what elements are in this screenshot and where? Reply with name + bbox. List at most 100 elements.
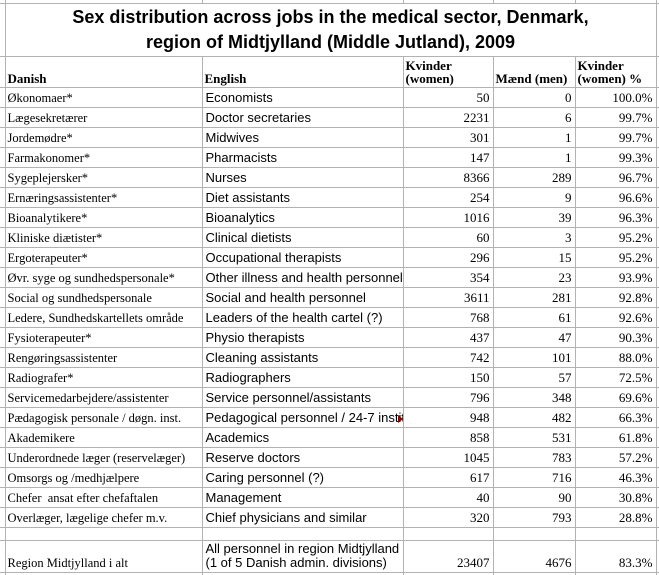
men-cell[interactable]: 3: [493, 228, 575, 248]
men-cell[interactable]: 90: [493, 488, 575, 508]
english-cell[interactable]: Service personnel/assistants: [202, 388, 403, 408]
english-cell[interactable]: Leaders of the health cartel (?): [202, 308, 403, 328]
danish-cell[interactable]: Farmakonomer*: [5, 148, 202, 168]
english-cell[interactable]: Academics: [202, 428, 403, 448]
women-pct-cell[interactable]: 90.3%: [575, 328, 656, 348]
column-header-danish[interactable]: Danish: [5, 57, 202, 88]
column-header-english[interactable]: English: [202, 57, 403, 88]
women-cell[interactable]: 320: [403, 508, 493, 528]
men-cell[interactable]: 0: [493, 88, 575, 108]
danish-cell[interactable]: Pædagogisk personale / døgn. inst.: [5, 408, 202, 428]
english-cell[interactable]: Cleaning assistants: [202, 348, 403, 368]
women-pct-cell[interactable]: 57.2%: [575, 448, 656, 468]
men-cell[interactable]: 1: [493, 128, 575, 148]
women-cell[interactable]: 1045: [403, 448, 493, 468]
women-cell[interactable]: 796: [403, 388, 493, 408]
women-cell[interactable]: 147: [403, 148, 493, 168]
english-cell[interactable]: Pedagogical personnel / 24-7 instit: [202, 408, 403, 428]
danish-cell[interactable]: Sygeplejersker*: [5, 168, 202, 188]
danish-cell[interactable]: Lægesekretærer: [5, 108, 202, 128]
english-cell[interactable]: Reserve doctors: [202, 448, 403, 468]
total-women-cell[interactable]: 23407: [403, 541, 493, 573]
women-pct-cell[interactable]: 99.3%: [575, 148, 656, 168]
women-cell[interactable]: 150: [403, 368, 493, 388]
english-cell[interactable]: Chief physicians and similar: [202, 508, 403, 528]
column-header-women-pct[interactable]: Kvinder (women) %: [575, 57, 656, 88]
women-pct-cell[interactable]: 99.7%: [575, 108, 656, 128]
english-cell[interactable]: Social and health personnel: [202, 288, 403, 308]
women-pct-cell[interactable]: 93.9%: [575, 268, 656, 288]
women-cell[interactable]: 296: [403, 248, 493, 268]
women-cell[interactable]: 40: [403, 488, 493, 508]
column-header-women[interactable]: Kvinder (women): [403, 57, 493, 88]
men-cell[interactable]: 348: [493, 388, 575, 408]
english-cell[interactable]: Physio therapists: [202, 328, 403, 348]
english-cell[interactable]: Bioanalytics: [202, 208, 403, 228]
column-header-men[interactable]: Mænd (men): [493, 57, 575, 88]
women-cell[interactable]: 3611: [403, 288, 493, 308]
danish-cell[interactable]: Jordemødre*: [5, 128, 202, 148]
women-cell[interactable]: 354: [403, 268, 493, 288]
women-pct-cell[interactable]: 96.7%: [575, 168, 656, 188]
english-cell[interactable]: Nurses: [202, 168, 403, 188]
danish-cell[interactable]: Ernæringsassistenter*: [5, 188, 202, 208]
women-cell[interactable]: 617: [403, 468, 493, 488]
danish-cell[interactable]: Servicemedarbejdere/assistenter: [5, 388, 202, 408]
women-pct-cell[interactable]: 72.5%: [575, 368, 656, 388]
women-pct-cell[interactable]: 61.8%: [575, 428, 656, 448]
english-cell[interactable]: Doctor secretaries: [202, 108, 403, 128]
women-cell[interactable]: 858: [403, 428, 493, 448]
danish-cell[interactable]: Rengøringsassistenter: [5, 348, 202, 368]
total-women-pct-cell[interactable]: 83.3%: [575, 541, 656, 573]
danish-cell[interactable]: Chefer ansat efter chefaftalen: [5, 488, 202, 508]
danish-cell[interactable]: Radiografer*: [5, 368, 202, 388]
danish-cell[interactable]: Underordnede læger (reservelæger): [5, 448, 202, 468]
women-pct-cell[interactable]: 46.3%: [575, 468, 656, 488]
empty-cell[interactable]: [575, 528, 656, 541]
women-cell[interactable]: 254: [403, 188, 493, 208]
danish-cell[interactable]: Øvr. syge og sundhedspersonale*: [5, 268, 202, 288]
women-pct-cell[interactable]: 100.0%: [575, 88, 656, 108]
english-cell[interactable]: Other illness and health personnel: [202, 268, 403, 288]
women-pct-cell[interactable]: 99.7%: [575, 128, 656, 148]
empty-cell[interactable]: [493, 528, 575, 541]
men-cell[interactable]: 47: [493, 328, 575, 348]
english-cell[interactable]: Pharmacists: [202, 148, 403, 168]
men-cell[interactable]: 39: [493, 208, 575, 228]
men-cell[interactable]: 6: [493, 108, 575, 128]
total-danish-cell[interactable]: Region Midtjylland i alt: [5, 541, 202, 573]
danish-cell[interactable]: Kliniske diætister*: [5, 228, 202, 248]
english-cell[interactable]: Economists: [202, 88, 403, 108]
men-cell[interactable]: 61: [493, 308, 575, 328]
men-cell[interactable]: 1: [493, 148, 575, 168]
danish-cell[interactable]: Ergoterapeuter*: [5, 248, 202, 268]
table-title[interactable]: Sex distribution across jobs in the medi…: [5, 4, 656, 57]
danish-cell[interactable]: Ledere, Sundhedskartellets område: [5, 308, 202, 328]
women-cell[interactable]: 60: [403, 228, 493, 248]
english-cell[interactable]: Radiographers: [202, 368, 403, 388]
women-pct-cell[interactable]: 95.2%: [575, 248, 656, 268]
men-cell[interactable]: 783: [493, 448, 575, 468]
women-pct-cell[interactable]: 96.6%: [575, 188, 656, 208]
men-cell[interactable]: 716: [493, 468, 575, 488]
danish-cell[interactable]: Bioanalytikere*: [5, 208, 202, 228]
danish-cell[interactable]: Økonomaer*: [5, 88, 202, 108]
english-cell[interactable]: Midwives: [202, 128, 403, 148]
men-cell[interactable]: 9: [493, 188, 575, 208]
women-pct-cell[interactable]: 92.8%: [575, 288, 656, 308]
total-english-cell[interactable]: All personnel in region Midtjylland (1 o…: [202, 541, 403, 573]
women-pct-cell[interactable]: 69.6%: [575, 388, 656, 408]
women-pct-cell[interactable]: 28.8%: [575, 508, 656, 528]
men-cell[interactable]: 531: [493, 428, 575, 448]
total-men-cell[interactable]: 4676: [493, 541, 575, 573]
english-cell[interactable]: Caring personnel (?): [202, 468, 403, 488]
men-cell[interactable]: 482: [493, 408, 575, 428]
women-cell[interactable]: 768: [403, 308, 493, 328]
women-cell[interactable]: 2231: [403, 108, 493, 128]
danish-cell[interactable]: Overlæger, lægelige chefer m.v.: [5, 508, 202, 528]
men-cell[interactable]: 281: [493, 288, 575, 308]
english-cell[interactable]: Diet assistants: [202, 188, 403, 208]
women-pct-cell[interactable]: 88.0%: [575, 348, 656, 368]
women-cell[interactable]: 301: [403, 128, 493, 148]
english-cell[interactable]: Occupational therapists: [202, 248, 403, 268]
